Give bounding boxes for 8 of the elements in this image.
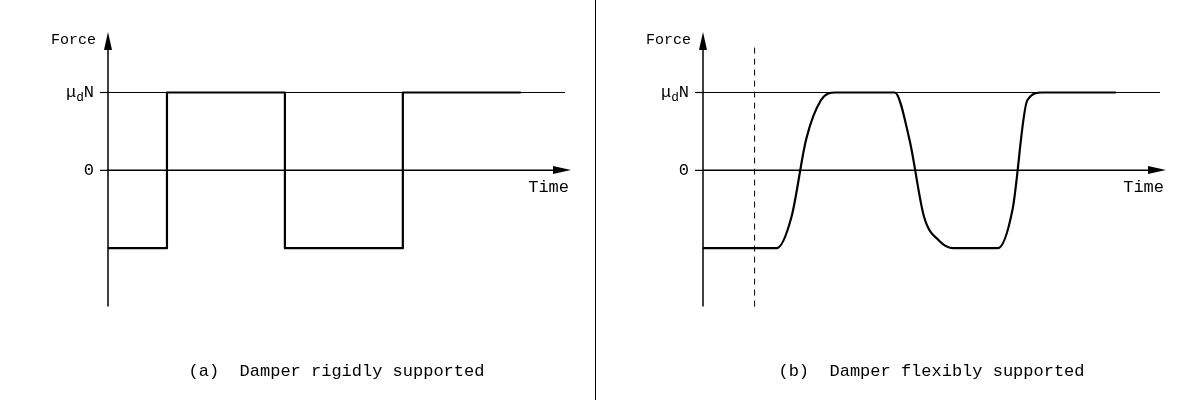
text: (a) Damper rigidly supported xyxy=(188,362,485,382)
y-axis-title: Force xyxy=(50,32,97,49)
text: 0 xyxy=(83,160,94,180)
text: (b) Damper flexibly supported xyxy=(778,362,1085,382)
x-axis-title: Time xyxy=(1123,178,1165,198)
x-axis-title: Time xyxy=(528,178,570,198)
y-axis-title: Force xyxy=(645,32,692,49)
text: 0 xyxy=(678,160,689,180)
